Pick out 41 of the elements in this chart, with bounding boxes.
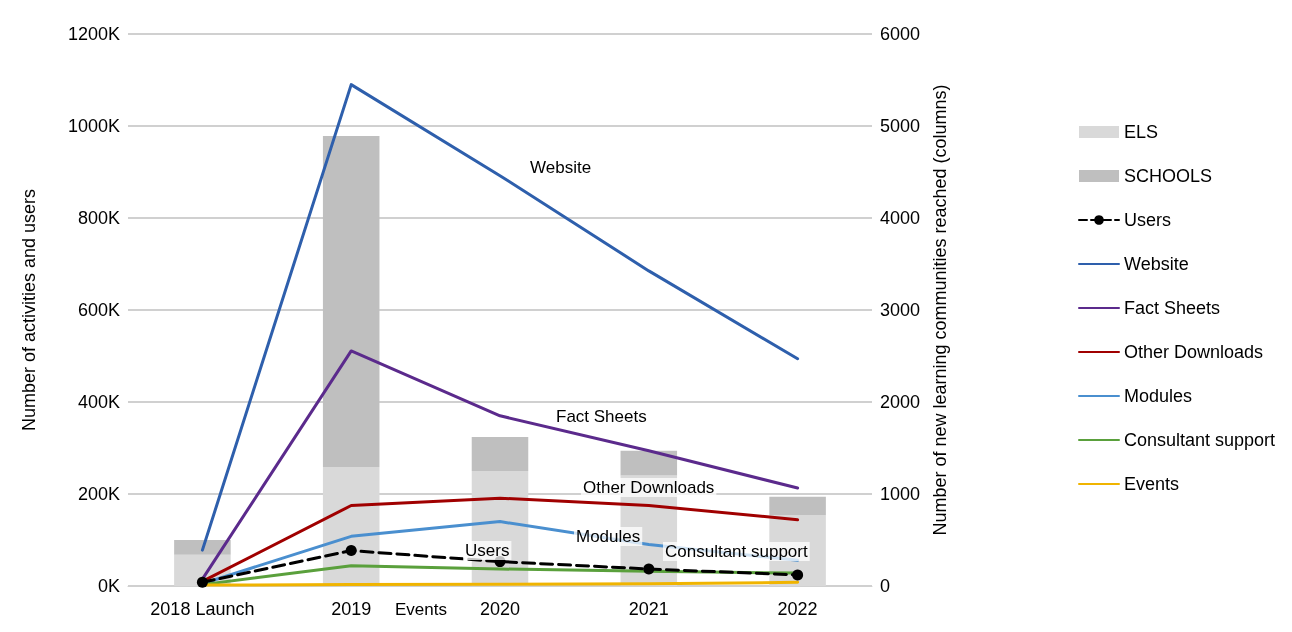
y2-tick-label: 2000 xyxy=(880,392,921,412)
x-tick-label: 2018 Launch xyxy=(150,599,255,619)
bar xyxy=(322,136,380,468)
y-tick-label: 200K xyxy=(77,484,120,504)
legend-label: Website xyxy=(1124,254,1189,274)
y-tick-label: 0K xyxy=(97,576,120,596)
y-tick-label: 1200K xyxy=(67,24,120,44)
y-tick-label: 1000K xyxy=(67,116,120,136)
annotation: Users xyxy=(465,541,510,560)
legend-label: SCHOOLS xyxy=(1124,166,1213,186)
legend-label: ELS xyxy=(1124,122,1159,142)
legend-label: Users xyxy=(1124,210,1172,230)
y2-tick-label: 3000 xyxy=(880,300,921,320)
annotation: Modules xyxy=(576,527,641,546)
legend-label: Other Downloads xyxy=(1124,342,1264,362)
bar xyxy=(471,436,529,471)
y2-tick-label: 0 xyxy=(880,576,891,596)
annotation: Website xyxy=(530,158,592,177)
y-axis-title: Number of activities and users xyxy=(19,188,39,432)
bar xyxy=(620,450,678,476)
y2-tick-label: 1000 xyxy=(880,484,921,504)
x-tick-label: 2021 xyxy=(628,599,669,619)
legend-label: Modules xyxy=(1124,386,1193,406)
x-tick-label: 2019 xyxy=(331,599,372,619)
legend-label: Events xyxy=(1124,474,1180,494)
y2-tick-label: 6000 xyxy=(880,24,921,44)
annotation: Other Downloads xyxy=(583,478,715,497)
legend-label: Consultant support xyxy=(1124,430,1276,450)
x-tick-label: 2020 xyxy=(479,599,521,619)
y-tick-label: 600K xyxy=(77,300,120,320)
y2-tick-label: 5000 xyxy=(880,116,921,136)
y-tick-label: 400K xyxy=(77,392,120,412)
x-tick-label: 2022 xyxy=(777,599,818,619)
y2-axis-title: Number of new learning communities reached (columns) xyxy=(929,84,950,536)
bar xyxy=(769,496,826,516)
y-tick-label: 800K xyxy=(77,208,120,228)
y2-tick-label: 4000 xyxy=(880,208,921,228)
text: Events xyxy=(395,600,447,619)
annotation: Consultant support xyxy=(665,542,808,561)
annotation: Fact Sheets xyxy=(556,407,647,426)
legend-label: Fact Sheets xyxy=(1124,298,1221,318)
